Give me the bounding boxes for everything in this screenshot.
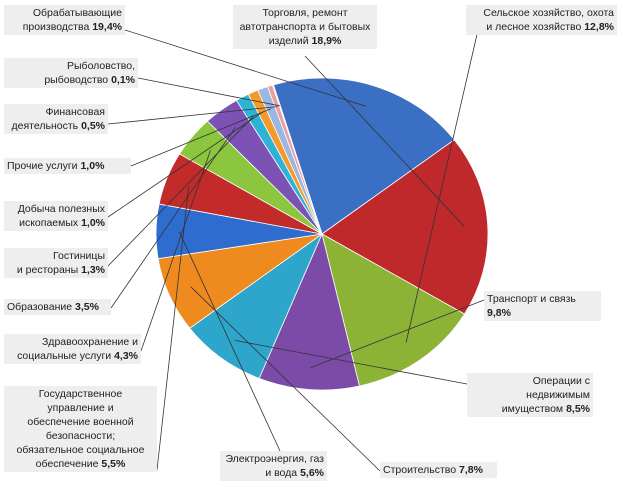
pie-slice	[189, 232, 323, 379]
leader-line	[110, 127, 236, 309]
leader-line	[156, 185, 190, 471]
leader-line	[107, 106, 278, 125]
pie-slice	[321, 233, 466, 387]
slice-label-transport: Транспорт и связь 9,8%	[484, 291, 601, 321]
leader-line	[124, 29, 367, 107]
slice-label-hotels: Гостиницы и рестораны 1,3%	[4, 248, 108, 278]
leader-line	[310, 299, 485, 369]
slice-label-electricity: Электроэнергия, газ и вода 5,6%	[220, 451, 327, 481]
leader-line	[137, 77, 280, 107]
slice-label-government: Государственное управление и обеспечение…	[4, 386, 157, 472]
slice-label-real-estate: Операции с недвижимым имуществом 8,5%	[467, 373, 593, 417]
slice-label-other-services: Прочие услуги 1,0%	[4, 158, 131, 174]
pie-slice	[258, 232, 360, 391]
leader-line	[190, 286, 381, 472]
slice-label-finance: Финансовая деятельность 0,5%	[4, 104, 108, 134]
slice-label-mining: Добыча полезных ископаемых 1,0%	[4, 201, 108, 231]
leader-line	[107, 111, 263, 218]
slice-label-health: Здравоохранение и социальные услуги 4,3%	[4, 334, 141, 364]
leader-line	[130, 108, 272, 167]
leader-line	[107, 116, 254, 267]
leader-line	[140, 150, 211, 352]
slice-label-trade: Торговля, ремонт автотранспорта и бытовы…	[233, 5, 377, 49]
leader-line	[304, 55, 465, 227]
pie-slice	[271, 84, 323, 235]
leader-line	[178, 231, 281, 452]
slice-label-fishing: Рыболовство, рыбоводство 0,1%	[4, 58, 138, 88]
pie-slices	[155, 77, 489, 391]
pie-slice	[272, 77, 455, 235]
slice-label-education: Образование 3,5%	[4, 299, 111, 315]
leader-line	[234, 340, 468, 385]
slice-label-construction: Строительство 7,8%	[380, 462, 497, 478]
leader-lines	[107, 29, 485, 472]
slice-label-manufacturing: Обрабатывающие производства 19,4%	[4, 5, 125, 35]
leader-line	[405, 29, 479, 343]
slice-label-agriculture: Сельское хозяйство, охота и лесное хозяй…	[466, 5, 617, 35]
pie-slice	[321, 139, 489, 315]
